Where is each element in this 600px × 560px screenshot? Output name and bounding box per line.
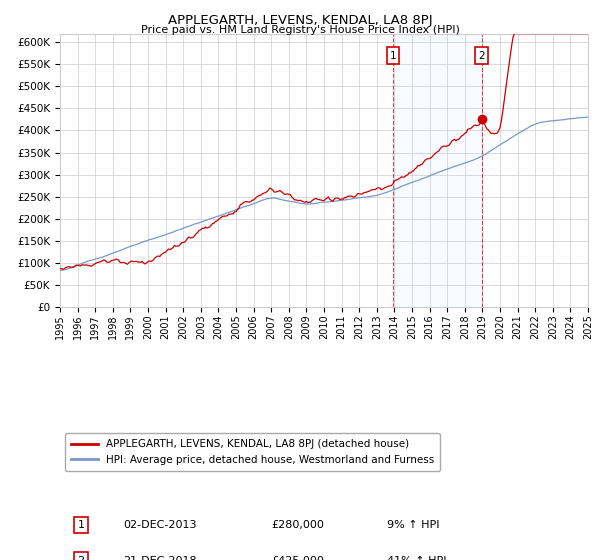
Text: 1: 1 [77, 520, 85, 530]
Text: 9% ↑ HPI: 9% ↑ HPI [388, 520, 440, 530]
Text: 02-DEC-2013: 02-DEC-2013 [124, 520, 197, 530]
Text: 1: 1 [389, 50, 397, 60]
Legend: APPLEGARTH, LEVENS, KENDAL, LA8 8PJ (detached house), HPI: Average price, detach: APPLEGARTH, LEVENS, KENDAL, LA8 8PJ (det… [65, 433, 440, 471]
Text: 2: 2 [77, 556, 85, 560]
Text: £425,000: £425,000 [271, 556, 324, 560]
Text: 21-DEC-2018: 21-DEC-2018 [124, 556, 197, 560]
Text: 41% ↑ HPI: 41% ↑ HPI [388, 556, 447, 560]
Text: 2: 2 [479, 50, 485, 60]
Bar [393, 34, 482, 307]
Text: £280,000: £280,000 [271, 520, 324, 530]
Text: Price paid vs. HM Land Registry's House Price Index (HPI): Price paid vs. HM Land Registry's House … [140, 25, 460, 35]
Text: APPLEGARTH, LEVENS, KENDAL, LA8 8PJ: APPLEGARTH, LEVENS, KENDAL, LA8 8PJ [167, 14, 433, 27]
